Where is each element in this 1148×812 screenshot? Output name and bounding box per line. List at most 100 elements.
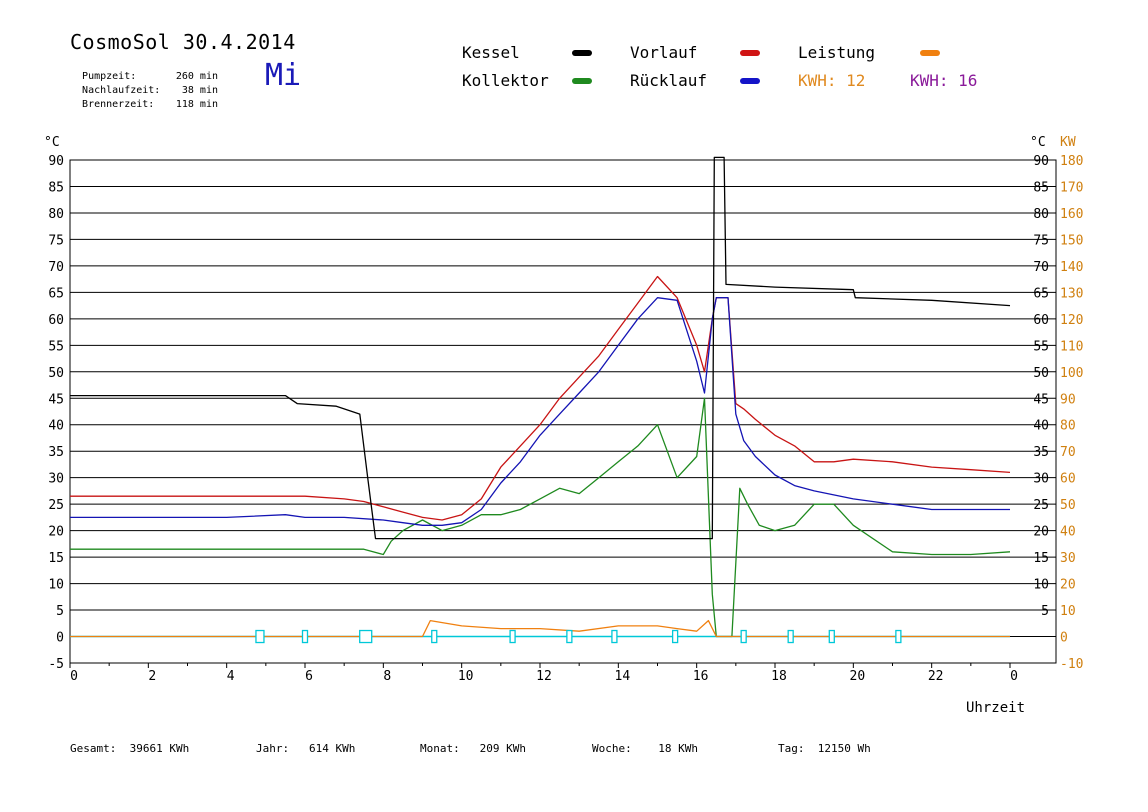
- y-right-tick-label: 35: [1033, 445, 1049, 460]
- legend-vorlauf-swatch: [740, 50, 760, 56]
- x-tick-label: 22: [928, 669, 944, 684]
- y-right-tick-label: 65: [1033, 286, 1049, 301]
- kw-tick-label: 80: [1060, 419, 1076, 434]
- y-right-tick-label: 85: [1033, 180, 1049, 195]
- y-right-tick-label: 90: [1033, 154, 1049, 169]
- kwh2-label: KWH:: [910, 71, 949, 90]
- y-tick-label: 0: [56, 631, 64, 646]
- x-axis-label: Uhrzeit: [966, 700, 1026, 716]
- kw-tick-label: 170: [1060, 180, 1083, 195]
- footer-value: 614 KWh: [309, 742, 356, 755]
- legend-kwh1: KWH: 12: [798, 71, 865, 90]
- y-right-tick-label: 80: [1033, 207, 1049, 222]
- y-unit-right: °C: [1030, 135, 1046, 150]
- y-tick-label: -5: [48, 657, 64, 672]
- legend-leistung-label: Leistung: [798, 43, 876, 62]
- y-tick-label: 25: [48, 498, 64, 513]
- pump-marker: [509, 629, 516, 644]
- kw-tick-label: 100: [1060, 366, 1083, 381]
- footer-gesamt: Gesamt: 39661 KWh: [70, 742, 189, 755]
- kw-unit: KW: [1060, 135, 1076, 150]
- y-tick-label: 30: [48, 472, 64, 487]
- pump-marker: [255, 629, 265, 644]
- x-tick-label: 16: [693, 669, 709, 684]
- kw-tick-label: 180: [1060, 154, 1083, 169]
- footer-value: 209 KWh: [479, 742, 526, 755]
- legend-leistung-swatch: [920, 50, 940, 56]
- kw-tick-label: 70: [1060, 445, 1076, 460]
- legend-ruecklauf-swatch: [740, 78, 760, 84]
- x-tick-label: 0: [1010, 669, 1018, 684]
- y-right-tick-label: 60: [1033, 313, 1049, 328]
- kw-tick-label: 50: [1060, 498, 1076, 513]
- kw-tick-label: 30: [1060, 551, 1076, 566]
- y-tick-label: 45: [48, 392, 64, 407]
- footer-label: Gesamt:: [70, 742, 117, 755]
- chart-axes: 908580757065605550454035302520151050-590…: [44, 135, 1083, 684]
- footer-jahr: Jahr: 614 KWh: [256, 742, 355, 755]
- kw-tick-label: 10: [1060, 604, 1076, 619]
- series-leistung-line: [70, 619, 1010, 638]
- stat-label: Pumpzeit:: [82, 71, 137, 82]
- kw-tick-label: 160: [1060, 207, 1083, 222]
- x-tick-label: 6: [305, 669, 313, 684]
- y-right-tick-label: 25: [1033, 498, 1049, 513]
- legend-ruecklauf-label: Rücklauf: [630, 71, 708, 90]
- footer-monat: Monat: 209 KWh: [420, 742, 526, 755]
- pump-marker: [359, 629, 373, 644]
- y-tick-label: 65: [48, 286, 64, 301]
- footer-woche: Woche: 18 KWh: [592, 742, 698, 755]
- legend-vorlauf-label: Vorlauf: [630, 43, 698, 62]
- pump-markers: [255, 629, 902, 644]
- y-right-tick-label: 20: [1033, 525, 1049, 540]
- y-tick-label: 15: [48, 551, 64, 566]
- y-tick-label: 20: [48, 525, 64, 540]
- y-right-tick-label: 40: [1033, 419, 1049, 434]
- kw-tick-label: 120: [1060, 313, 1083, 328]
- pump-marker: [895, 629, 902, 644]
- stat-pumpzeit: Pumpzeit: 260 min: [70, 60, 218, 82]
- x-tick-label: 8: [383, 669, 391, 684]
- kw-tick-label: 90: [1060, 392, 1076, 407]
- y-right-tick-label: 55: [1033, 339, 1049, 354]
- stat-value: 118 min: [175, 99, 218, 110]
- series-kessel-line: [70, 156, 1011, 540]
- kw-tick-label: 150: [1060, 233, 1083, 248]
- x-tick-label: 4: [227, 669, 235, 684]
- legend-kwh2: KWH: 16: [910, 71, 977, 90]
- y-right-tick-label: 5: [1041, 604, 1049, 619]
- y-right-tick-label: 45: [1033, 392, 1049, 407]
- pump-marker: [671, 629, 679, 644]
- footer-label: Woche:: [592, 742, 632, 755]
- kw-tick-label: 40: [1060, 525, 1076, 540]
- kwh1-value: 12: [846, 71, 866, 90]
- kwh1-label: KWH:: [798, 71, 837, 90]
- stat-label: Nachlaufzeit:: [82, 85, 161, 96]
- y-tick-label: 80: [48, 207, 64, 222]
- chart-grid: [69, 159, 1057, 664]
- footer-label: Monat:: [420, 742, 460, 755]
- footer-value: 39661 KWh: [129, 742, 190, 755]
- pump-marker: [740, 629, 747, 644]
- y-tick-label: 40: [48, 419, 64, 434]
- legend-kollektor-label: Kollektor: [462, 71, 549, 90]
- stat-value: 260 min: [175, 71, 218, 82]
- y-tick-label: 5: [56, 604, 64, 619]
- legend-kessel-swatch: [572, 50, 592, 56]
- kw-tick-label: 60: [1060, 472, 1076, 487]
- y-tick-label: 55: [48, 339, 64, 354]
- stat-nachlaufzeit: Nachlaufzeit: 38 min: [70, 74, 218, 96]
- y-unit-left: °C: [44, 135, 60, 150]
- footer-value: 12150 Wh: [817, 742, 871, 755]
- x-tick-label: 2: [148, 669, 156, 684]
- kw-tick-label: 110: [1060, 339, 1083, 354]
- y-tick-label: 50: [48, 366, 64, 381]
- x-tick-label: 20: [850, 669, 866, 684]
- chart-title: CosmoSol 30.4.2014: [70, 30, 296, 54]
- pump-marker: [566, 629, 573, 644]
- pump-marker: [611, 629, 618, 644]
- y-tick-label: 75: [48, 233, 64, 248]
- y-right-tick-label: 70: [1033, 260, 1049, 275]
- pump-marker: [787, 629, 794, 644]
- series-vorlauf-line: [70, 275, 1011, 521]
